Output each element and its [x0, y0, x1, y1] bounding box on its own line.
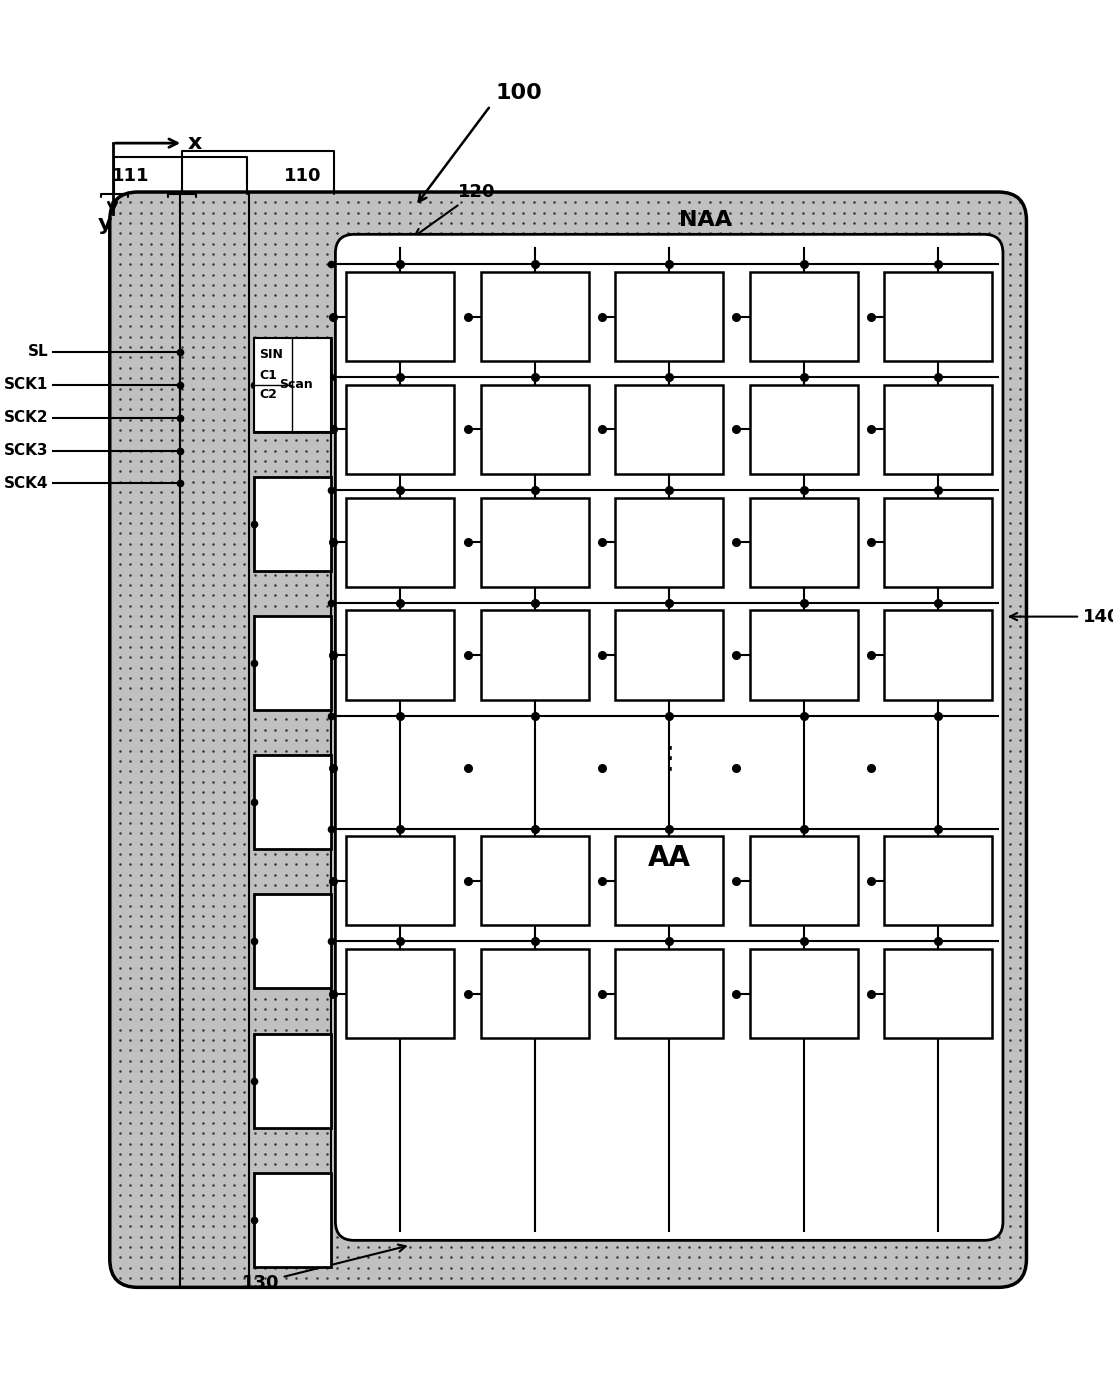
Bar: [346, 385, 454, 474]
Bar: [884, 611, 992, 700]
Bar: [346, 949, 454, 1038]
Text: 130: 130: [242, 1245, 405, 1292]
Bar: [481, 836, 589, 925]
Bar: [346, 498, 454, 587]
Text: 110: 110: [284, 167, 322, 185]
Bar: [254, 755, 331, 850]
Bar: [884, 385, 992, 474]
Bar: [884, 271, 992, 362]
Bar: [481, 498, 589, 587]
Bar: [749, 949, 858, 1038]
Text: C1: C1: [259, 369, 277, 383]
Text: 120: 120: [415, 184, 495, 236]
Bar: [749, 498, 858, 587]
Text: SIN: SIN: [259, 348, 283, 362]
FancyBboxPatch shape: [110, 192, 1026, 1287]
Bar: [615, 498, 723, 587]
Bar: [254, 477, 331, 570]
Text: Scan: Scan: [279, 378, 313, 391]
Bar: [615, 385, 723, 474]
Bar: [254, 1173, 331, 1267]
Bar: [615, 271, 723, 362]
Bar: [615, 949, 723, 1038]
Bar: [884, 949, 992, 1038]
Bar: [254, 338, 331, 431]
Text: SCK3: SCK3: [4, 444, 49, 458]
Bar: [481, 611, 589, 700]
Text: ⋮: ⋮: [654, 744, 684, 773]
Text: 111: 111: [111, 167, 149, 185]
Bar: [254, 1034, 331, 1128]
Bar: [254, 616, 331, 709]
Bar: [749, 836, 858, 925]
Bar: [254, 338, 331, 431]
FancyBboxPatch shape: [335, 234, 1003, 1241]
Bar: [346, 611, 454, 700]
Bar: [884, 498, 992, 587]
Bar: [346, 271, 454, 362]
Text: AA: AA: [648, 844, 691, 872]
Bar: [481, 271, 589, 362]
Bar: [749, 271, 858, 362]
Bar: [749, 611, 858, 700]
Text: NAA: NAA: [679, 210, 732, 231]
Text: SCK4: SCK4: [4, 476, 49, 491]
Text: 140: 140: [1009, 608, 1113, 626]
Text: SCK2: SCK2: [4, 410, 49, 426]
Bar: [749, 385, 858, 474]
Bar: [884, 836, 992, 925]
Text: y: y: [98, 214, 112, 234]
Bar: [481, 949, 589, 1038]
Bar: [481, 385, 589, 474]
Text: x: x: [188, 134, 203, 153]
Text: C2: C2: [259, 388, 277, 401]
Text: SL: SL: [28, 345, 49, 359]
Bar: [615, 836, 723, 925]
Bar: [346, 836, 454, 925]
Bar: [615, 611, 723, 700]
Text: 100: 100: [495, 83, 542, 103]
Bar: [254, 894, 331, 989]
Text: SCK1: SCK1: [4, 377, 49, 392]
